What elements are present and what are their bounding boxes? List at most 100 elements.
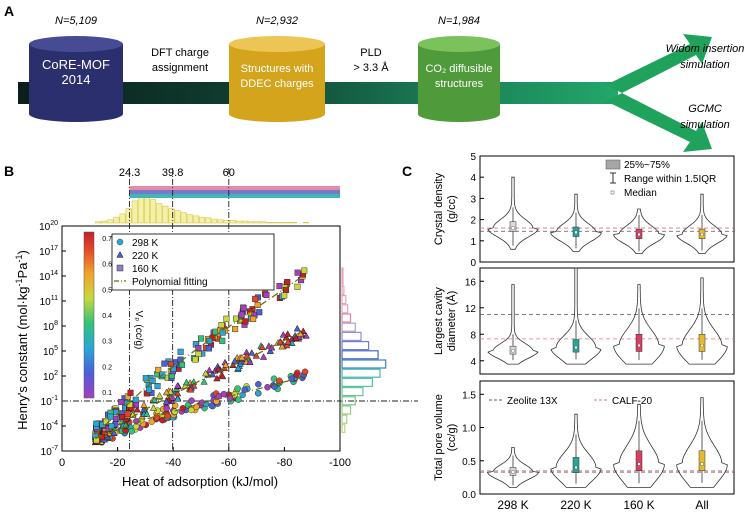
data-point bbox=[169, 394, 177, 401]
stage-cylinder: N=1,984 CO₂ diffusible structures bbox=[418, 15, 500, 122]
median-marker bbox=[574, 346, 578, 349]
y-tick-label: 1020 bbox=[39, 220, 58, 233]
y-axis-label: Crystal density bbox=[433, 172, 445, 245]
y-axis-label: (g/cc) bbox=[446, 195, 458, 223]
data-point bbox=[205, 366, 213, 374]
legend-box bbox=[111, 233, 275, 291]
iqr-box bbox=[635, 334, 643, 352]
data-point bbox=[234, 385, 241, 392]
histogram-bar bbox=[341, 276, 344, 286]
data-point bbox=[163, 405, 170, 412]
data-point bbox=[154, 383, 161, 390]
data-point bbox=[293, 371, 300, 378]
data-point bbox=[263, 291, 270, 298]
histogram-bar bbox=[229, 220, 236, 224]
data-point bbox=[153, 414, 161, 421]
data-point bbox=[149, 377, 156, 384]
violin-shape bbox=[550, 267, 602, 365]
colorbar-tick-label: 0.2 bbox=[102, 364, 112, 371]
data-point bbox=[151, 396, 159, 403]
data-point bbox=[238, 311, 245, 318]
cylinder-top bbox=[229, 36, 325, 52]
histogram-bar bbox=[101, 220, 108, 224]
histogram-bar bbox=[107, 219, 114, 224]
data-point bbox=[278, 342, 286, 350]
iqr-box-icon bbox=[605, 159, 621, 170]
data-point bbox=[219, 372, 227, 380]
violin-subplot: 16 12 8 4 Largest cavity diameter (Å) bbox=[433, 267, 735, 375]
violin-shape bbox=[613, 208, 665, 254]
y-tick-label: 102 bbox=[43, 370, 58, 383]
median-marker bbox=[574, 465, 578, 469]
histogram-bar bbox=[260, 221, 267, 224]
legend-label: Zeolite 13X bbox=[507, 396, 558, 407]
y-tick-label: 16 bbox=[465, 277, 477, 288]
median-marker bbox=[511, 226, 515, 230]
histogram-bar bbox=[272, 222, 279, 224]
histogram-bar bbox=[180, 212, 187, 224]
legend: 25%~75% Range within 1.5IQR Median bbox=[605, 159, 716, 199]
histogram-bar bbox=[156, 203, 163, 224]
cylinder-body bbox=[418, 44, 500, 122]
data-point bbox=[301, 267, 308, 274]
stage-label: CO₂ diffusible bbox=[425, 63, 492, 75]
panel-c-label: C bbox=[402, 163, 412, 179]
data-point bbox=[270, 375, 278, 382]
range-bar bbox=[129, 190, 340, 194]
y-tick-label: 1014 bbox=[39, 270, 58, 283]
histogram-bar bbox=[168, 208, 175, 224]
y-tick-label: 3 bbox=[470, 194, 476, 205]
arrow-down-icon bbox=[600, 93, 712, 152]
median-marker bbox=[511, 349, 515, 353]
violin-shape bbox=[550, 413, 602, 488]
data-point bbox=[110, 429, 118, 436]
median-marker bbox=[511, 470, 515, 474]
stage-cylinder: N=2,932 Structures with DDEC charges bbox=[229, 15, 325, 122]
histogram-bar bbox=[341, 267, 344, 277]
stage-label: structures bbox=[435, 78, 484, 90]
data-point bbox=[119, 413, 126, 420]
histogram-bar bbox=[341, 285, 345, 295]
x-tick-label: -40 bbox=[165, 457, 181, 469]
stage-label: Structures with bbox=[241, 63, 314, 75]
data-point bbox=[177, 348, 184, 355]
histogram-bar bbox=[341, 341, 370, 351]
data-point bbox=[234, 364, 242, 371]
iqr-box bbox=[572, 339, 580, 353]
data-point bbox=[242, 318, 249, 325]
y-tick-label: 1.5 bbox=[462, 390, 476, 401]
histogram-bar bbox=[162, 205, 169, 224]
data-point bbox=[195, 345, 202, 352]
data-point bbox=[93, 420, 100, 427]
data-point bbox=[188, 406, 195, 414]
data-point bbox=[223, 315, 230, 322]
y-tick-label: 4 bbox=[470, 173, 476, 184]
cylinder-top bbox=[418, 36, 500, 52]
y-tick-label: 2 bbox=[470, 216, 476, 227]
data-point bbox=[266, 347, 274, 354]
data-point bbox=[292, 334, 300, 341]
histogram-bar bbox=[266, 222, 273, 224]
fit-line bbox=[94, 278, 299, 435]
panel-b-label: B bbox=[4, 163, 14, 179]
violin-shape bbox=[487, 176, 539, 250]
stage-label: 2014 bbox=[62, 72, 91, 87]
histogram-bar bbox=[143, 196, 150, 224]
histogram-bar bbox=[341, 377, 373, 387]
colorbar-tick-label: 0.4 bbox=[102, 313, 112, 320]
y-tick-label: 1017 bbox=[39, 245, 58, 258]
data-point bbox=[133, 405, 141, 413]
histogram-bar bbox=[254, 221, 261, 224]
data-point bbox=[254, 389, 262, 397]
cylinder-body bbox=[29, 44, 123, 122]
median-marker bbox=[700, 344, 704, 347]
data-point bbox=[238, 353, 246, 361]
legend: Zeolite 13X CALF-20 bbox=[489, 396, 652, 407]
category-label: 220 K bbox=[560, 498, 591, 512]
subplot-frame bbox=[479, 380, 735, 495]
data-point bbox=[142, 375, 149, 382]
histogram-bar bbox=[113, 216, 120, 224]
data-point bbox=[155, 391, 164, 399]
median-marker bbox=[637, 232, 641, 236]
legend-triangle-icon bbox=[116, 251, 124, 258]
